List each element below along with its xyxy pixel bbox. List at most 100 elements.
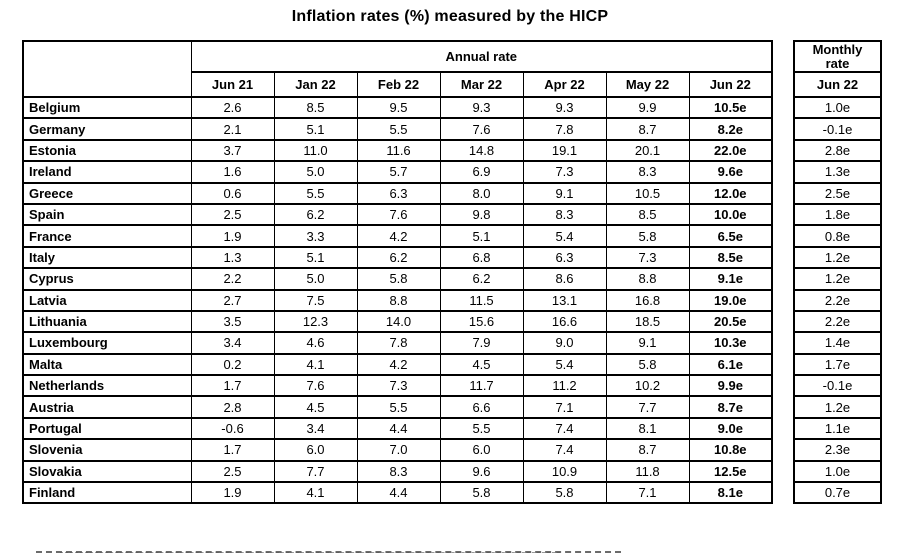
annual-flash-estimate-value: 12.0e [688,181,773,205]
annual-value: 6.2 [439,267,524,291]
annual-value: 7.1 [522,395,607,419]
annual-value: 5.5 [356,117,441,141]
annual-value: 8.8 [605,267,690,291]
annual-value: 3.4 [273,416,358,441]
annual-value: 7.7 [273,459,358,484]
annual-value: 8.6 [522,267,607,291]
annual-flash-estimate-value: 20.5e [688,309,773,334]
annual-value: 4.1 [273,481,358,505]
monthly-header-line1: Monthly [812,41,863,57]
table-row: Italy 1.3 5.1 6.2 6.8 6.3 7.3 8.5e [22,245,773,270]
annual-value: 7.0 [356,438,441,462]
annual-value: 9.3 [522,95,607,120]
annual-value: 5.1 [273,245,358,270]
annual-value: 9.6 [439,459,524,484]
annual-value: 8.5 [605,202,690,227]
monthly-table-row: 1.4e [793,331,882,355]
country-label: Belgium [22,95,192,120]
annual-flash-estimate-value: 8.5e [688,245,773,270]
annual-value: 9.8 [439,202,524,227]
monthly-value: 1.2e [793,245,882,270]
annual-value: 7.7 [605,395,690,419]
table-row: Luxembourg 3.4 4.6 7.8 7.9 9.0 9.1 10.3e [22,331,773,355]
table-row: Netherlands 1.7 7.6 7.3 11.7 11.2 10.2 9.9e [22,374,773,398]
country-label: France [22,224,192,248]
annual-value: 6.6 [439,395,524,419]
annual-value: 7.3 [605,245,690,270]
annual-value: 11.5 [439,288,524,312]
annual-group-header-row: Annual rate [22,40,773,98]
table-row: Austria 2.8 4.5 5.5 6.6 7.1 7.7 8.7e [22,395,773,419]
annual-month-header-row: Jun 21 Jan 22 Feb 22 Mar 22 Apr 22 May 22 Jun … [23,71,773,98]
annual-value: 5.5 [439,416,524,441]
annual-value: 19.1 [522,138,607,163]
monthly-value: 1.8e [793,202,882,227]
annual-value: 8.3 [522,202,607,227]
table-row: Lithuania 3.5 12.3 14.0 15.6 16.6 18.5 20.5e [22,309,773,334]
annual-flash-estimate-value: 8.7e [688,395,773,419]
annual-value: 8.0 [439,181,524,205]
footnote-cutoff-text-fragments-2 [60,552,560,555]
annual-value: 9.1 [605,331,690,355]
annual-value: 5.8 [356,267,441,291]
annual-flash-estimate-value: 10.0e [688,202,773,227]
annual-month-header: Jun 22 [688,71,773,98]
annual-value: 5.0 [273,160,358,184]
annual-flash-estimate-value: 8.1e [688,481,773,505]
annual-value: 2.5 [190,459,275,484]
country-label: Slovenia [22,438,192,462]
annual-value: 6.2 [273,202,358,227]
monthly-value: 1.4e [793,331,882,355]
country-label: Germany [22,117,192,141]
annual-month-header: Jun 21 [190,71,275,98]
country-label: Italy [22,245,192,270]
annual-rate-table: Annual rate Jun 21 Jan 22 Feb 22 Mar 22 Apr … [22,40,774,505]
monthly-value: 1.0e [793,95,882,120]
annual-value: 7.8 [522,117,607,141]
annual-rate-group-header: Annual rate [190,40,773,73]
annual-value: 12.3 [273,309,358,334]
monthly-group-header-row: Monthly rate [793,40,882,73]
annual-value: 0.6 [190,181,275,205]
annual-value: 9.5 [356,95,441,120]
monthly-value: 1.3e [793,160,882,184]
monthly-value: 1.1e [793,416,882,441]
annual-value: 5.1 [273,117,358,141]
annual-value: 8.3 [356,459,441,484]
monthly-table-row: 2.3e [793,438,882,462]
monthly-rate-table: Monthly rate Jun 22 1.0e -0.1e 2.8e 1.3e 2.5e… [793,40,882,505]
table-row: Spain 2.5 6.2 7.6 9.8 8.3 8.5 10.0e [22,202,773,227]
annual-flash-estimate-value: 19.0e [688,288,773,312]
annual-value: 7.4 [522,416,607,441]
annual-value: 9.0 [522,331,607,355]
annual-value: 2.7 [190,288,275,312]
annual-value: 7.8 [356,331,441,355]
annual-value: 4.4 [356,481,441,505]
annual-value: 5.1 [439,224,524,248]
table-row: Estonia 3.7 11.0 11.6 14.8 19.1 20.1 22.0e [22,138,773,163]
monthly-month-header-row: Jun 22 [793,71,882,98]
annual-value: 7.4 [522,438,607,462]
annual-value: 5.4 [522,224,607,248]
annual-value: 2.8 [190,395,275,419]
annual-flash-estimate-value: 22.0e [688,138,773,163]
annual-value: 6.0 [439,438,524,462]
monthly-value: 2.2e [793,309,882,334]
monthly-table-row: 1.7e [793,352,882,377]
monthly-table-row: 1.0e [793,95,882,120]
annual-value: 2.1 [190,117,275,141]
table-row: Latvia 2.7 7.5 8.8 11.5 13.1 16.8 19.0e [22,288,773,312]
annual-value: 6.3 [522,245,607,270]
monthly-value: -0.1e [793,117,882,141]
corner-cell [22,40,192,98]
annual-value: 20.1 [605,138,690,163]
annual-value: 7.6 [273,374,358,398]
monthly-table-row: 1.0e [793,459,882,484]
monthly-value: 1.0e [793,459,882,484]
annual-value: 5.7 [356,160,441,184]
table-row: Finland 1.9 4.1 4.4 5.8 5.8 7.1 8.1e [22,481,773,505]
annual-flash-estimate-value: 9.1e [688,267,773,291]
annual-value: 2.6 [190,95,275,120]
annual-value: 7.5 [273,288,358,312]
annual-value: 1.9 [190,224,275,248]
